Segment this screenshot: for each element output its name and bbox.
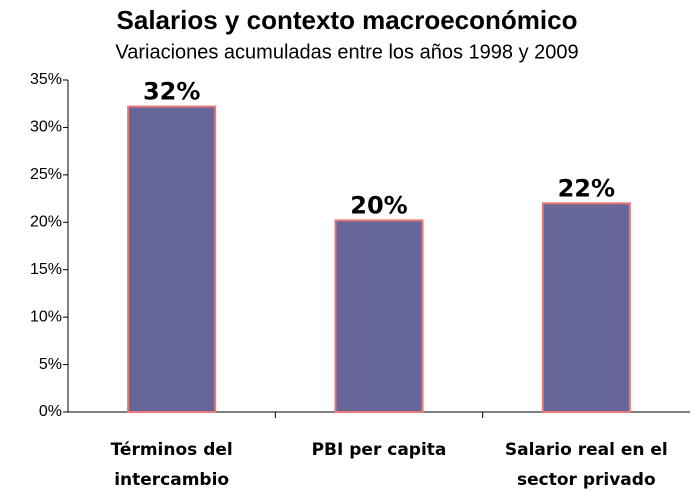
chart-subtitle: Variaciones acumuladas entre los años 19… bbox=[115, 41, 578, 63]
y-tick-label: 5% bbox=[39, 356, 62, 373]
data-label: 22% bbox=[558, 174, 615, 202]
chart-title: Salarios y contexto macroeconómico bbox=[117, 5, 578, 35]
bar bbox=[541, 202, 631, 413]
y-tick-label: 25% bbox=[30, 166, 62, 183]
y-tick-label: 35% bbox=[30, 71, 62, 88]
data-label: 20% bbox=[350, 191, 407, 219]
y-tick-label: 20% bbox=[30, 214, 62, 231]
bar bbox=[127, 105, 217, 413]
y-tick-label: 10% bbox=[30, 308, 62, 325]
y-tick-label: 0% bbox=[39, 403, 62, 420]
data-label: 32% bbox=[143, 78, 200, 106]
bar bbox=[334, 219, 424, 413]
y-tick-label: 30% bbox=[30, 119, 62, 136]
x-tick-label: Términos del intercambio bbox=[110, 440, 233, 490]
x-tick-label: PBI per capita bbox=[311, 440, 447, 460]
x-tick-label: Salario real en el sector privado bbox=[504, 440, 668, 490]
y-tick-label: 15% bbox=[30, 261, 62, 278]
